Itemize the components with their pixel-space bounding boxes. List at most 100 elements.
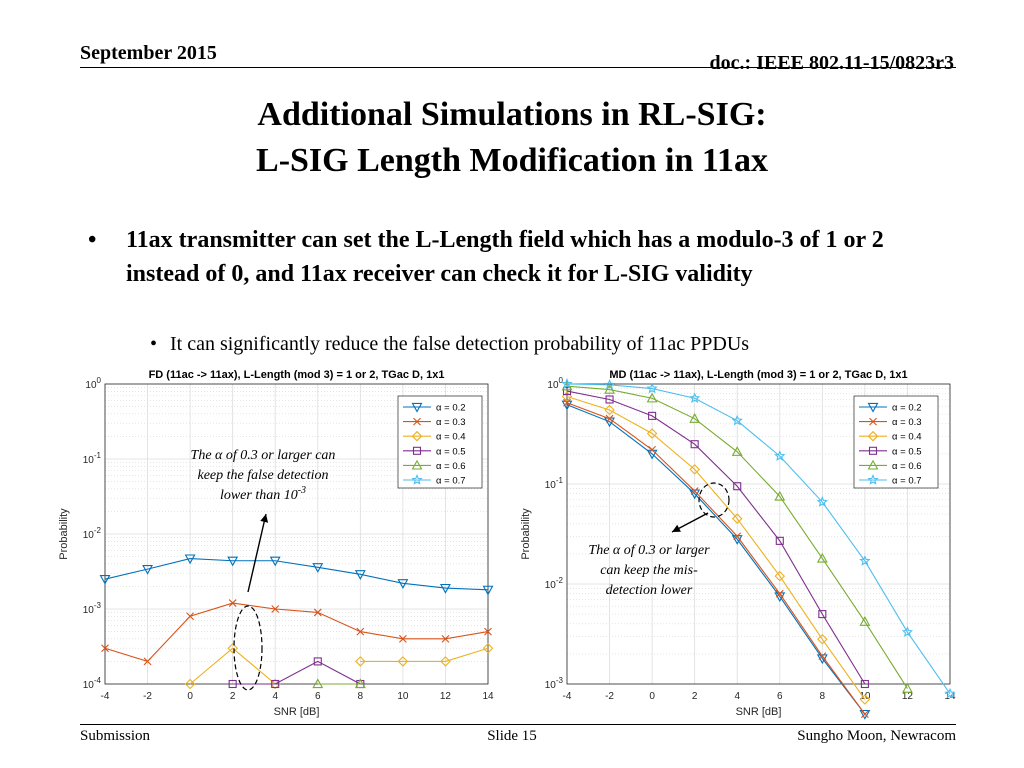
x-tick-label: 8 [358,691,364,702]
legend-label: α = 0.2 [436,403,466,414]
legend-marker [867,474,879,485]
y-tick-label: 10-3 [545,676,564,691]
data-point [561,378,573,389]
data-point [313,608,322,617]
data-point [774,490,786,501]
data-point [354,570,366,580]
data-point [861,710,869,718]
legend: α = 0.2 α = 0.3 α = 0.4 α = 0.5 α = 0.6 α = 0… [397,395,483,489]
y-axis-label: Probability [58,508,70,560]
data-point [440,583,451,594]
legend-label: α = 0.4 [436,432,466,443]
data-point [775,589,784,598]
highlight-ellipse [233,605,263,691]
series-line [189,647,276,685]
data-point [604,383,615,394]
legend-label: α = 0.4 [892,432,922,443]
data-point [859,555,871,566]
series-line [566,385,908,689]
legend-marker [867,459,879,470]
series-line [104,558,489,591]
sub-bullet: It can significantly reduce the false de… [170,333,750,355]
x-tick-label: 0 [649,691,655,702]
legend-marker [867,430,879,442]
data-point [312,678,324,689]
data-point [482,585,494,596]
data-point [228,679,237,689]
x-tick-label: 6 [777,691,783,702]
data-point [99,575,111,585]
y-tick-label: 100 [85,376,101,391]
data-point [184,678,196,690]
data-point [816,552,828,563]
annotation-arrowhead [260,514,269,523]
legend-label: α = 0.6 [436,461,466,472]
series-line [232,660,361,685]
data-point [605,395,614,404]
legend-marker [412,446,422,455]
annotation-line: detection lower [606,583,693,598]
data-point [605,414,614,423]
legend-label: α = 0.3 [436,417,466,428]
series-a03 [101,599,492,666]
legend-label: α = 0.3 [892,417,922,428]
data-point [816,496,828,507]
legend-box [853,395,939,489]
slide-title-line2: L-SIG Length Modification in 11ax [256,142,768,179]
data-point [356,627,365,636]
series-a03 [563,398,869,718]
data-point [143,657,152,666]
data-point [397,579,409,589]
data-point [648,411,657,420]
data-point [818,610,827,619]
x-tick-label: 10 [859,691,871,702]
legend-marker [869,417,877,426]
y-tick-label: 10-1 [83,451,102,466]
data-point [774,570,786,582]
x-tick-label: 14 [944,691,956,702]
legend-marker [411,402,423,413]
footer-divider [80,724,956,725]
data-point [227,642,238,654]
x-tick-label: 6 [315,691,321,702]
legend-label: α = 0.6 [892,461,922,472]
data-point [440,656,451,667]
data-point [355,656,366,667]
data-point [313,657,322,666]
x-tick-label: -4 [101,691,110,702]
data-point [563,398,571,407]
chart-title: FD (11ac -> 11ax), L-Length (mod 3) = 1 … [149,369,445,381]
data-point [733,532,742,541]
data-point [689,392,701,404]
series-line [566,404,866,715]
annotation-line: The α of 0.3 or larger [588,543,710,558]
data-point [731,414,743,426]
data-point [689,464,700,475]
chart-title: MD (11ac -> 11ax), L-Length (mod 3) = 1 … [609,369,907,381]
md-chart: MD (11ac -> 11ax), L-Length (mod 3) = 1 … [520,369,956,720]
bullet-dot: • [88,227,97,253]
data-point [646,428,658,439]
series-a05 [562,387,869,689]
data-point [184,554,196,565]
annotation: The α of 0.3 or larger can keep the mis-d… [588,482,730,598]
y-tick-label: 10-1 [545,476,564,491]
series-line [566,402,866,715]
data-point [312,563,324,573]
annotation-line: keep the false detection [198,468,329,483]
x-tick-label: 4 [272,691,278,702]
series-line [360,647,489,662]
data-point [399,634,407,643]
data-point [775,536,784,545]
header-date: September 2015 [80,42,217,64]
series-a02 [99,554,494,596]
x-tick-label: -4 [563,691,572,702]
data-point [690,440,699,449]
x-axis-label: SNR [dB] [274,706,320,718]
data-point [859,709,871,720]
data-point [859,694,871,705]
x-tick-label: 12 [440,691,452,702]
x-tick-label: 2 [692,691,698,702]
data-point [731,513,743,524]
data-point [944,687,956,699]
